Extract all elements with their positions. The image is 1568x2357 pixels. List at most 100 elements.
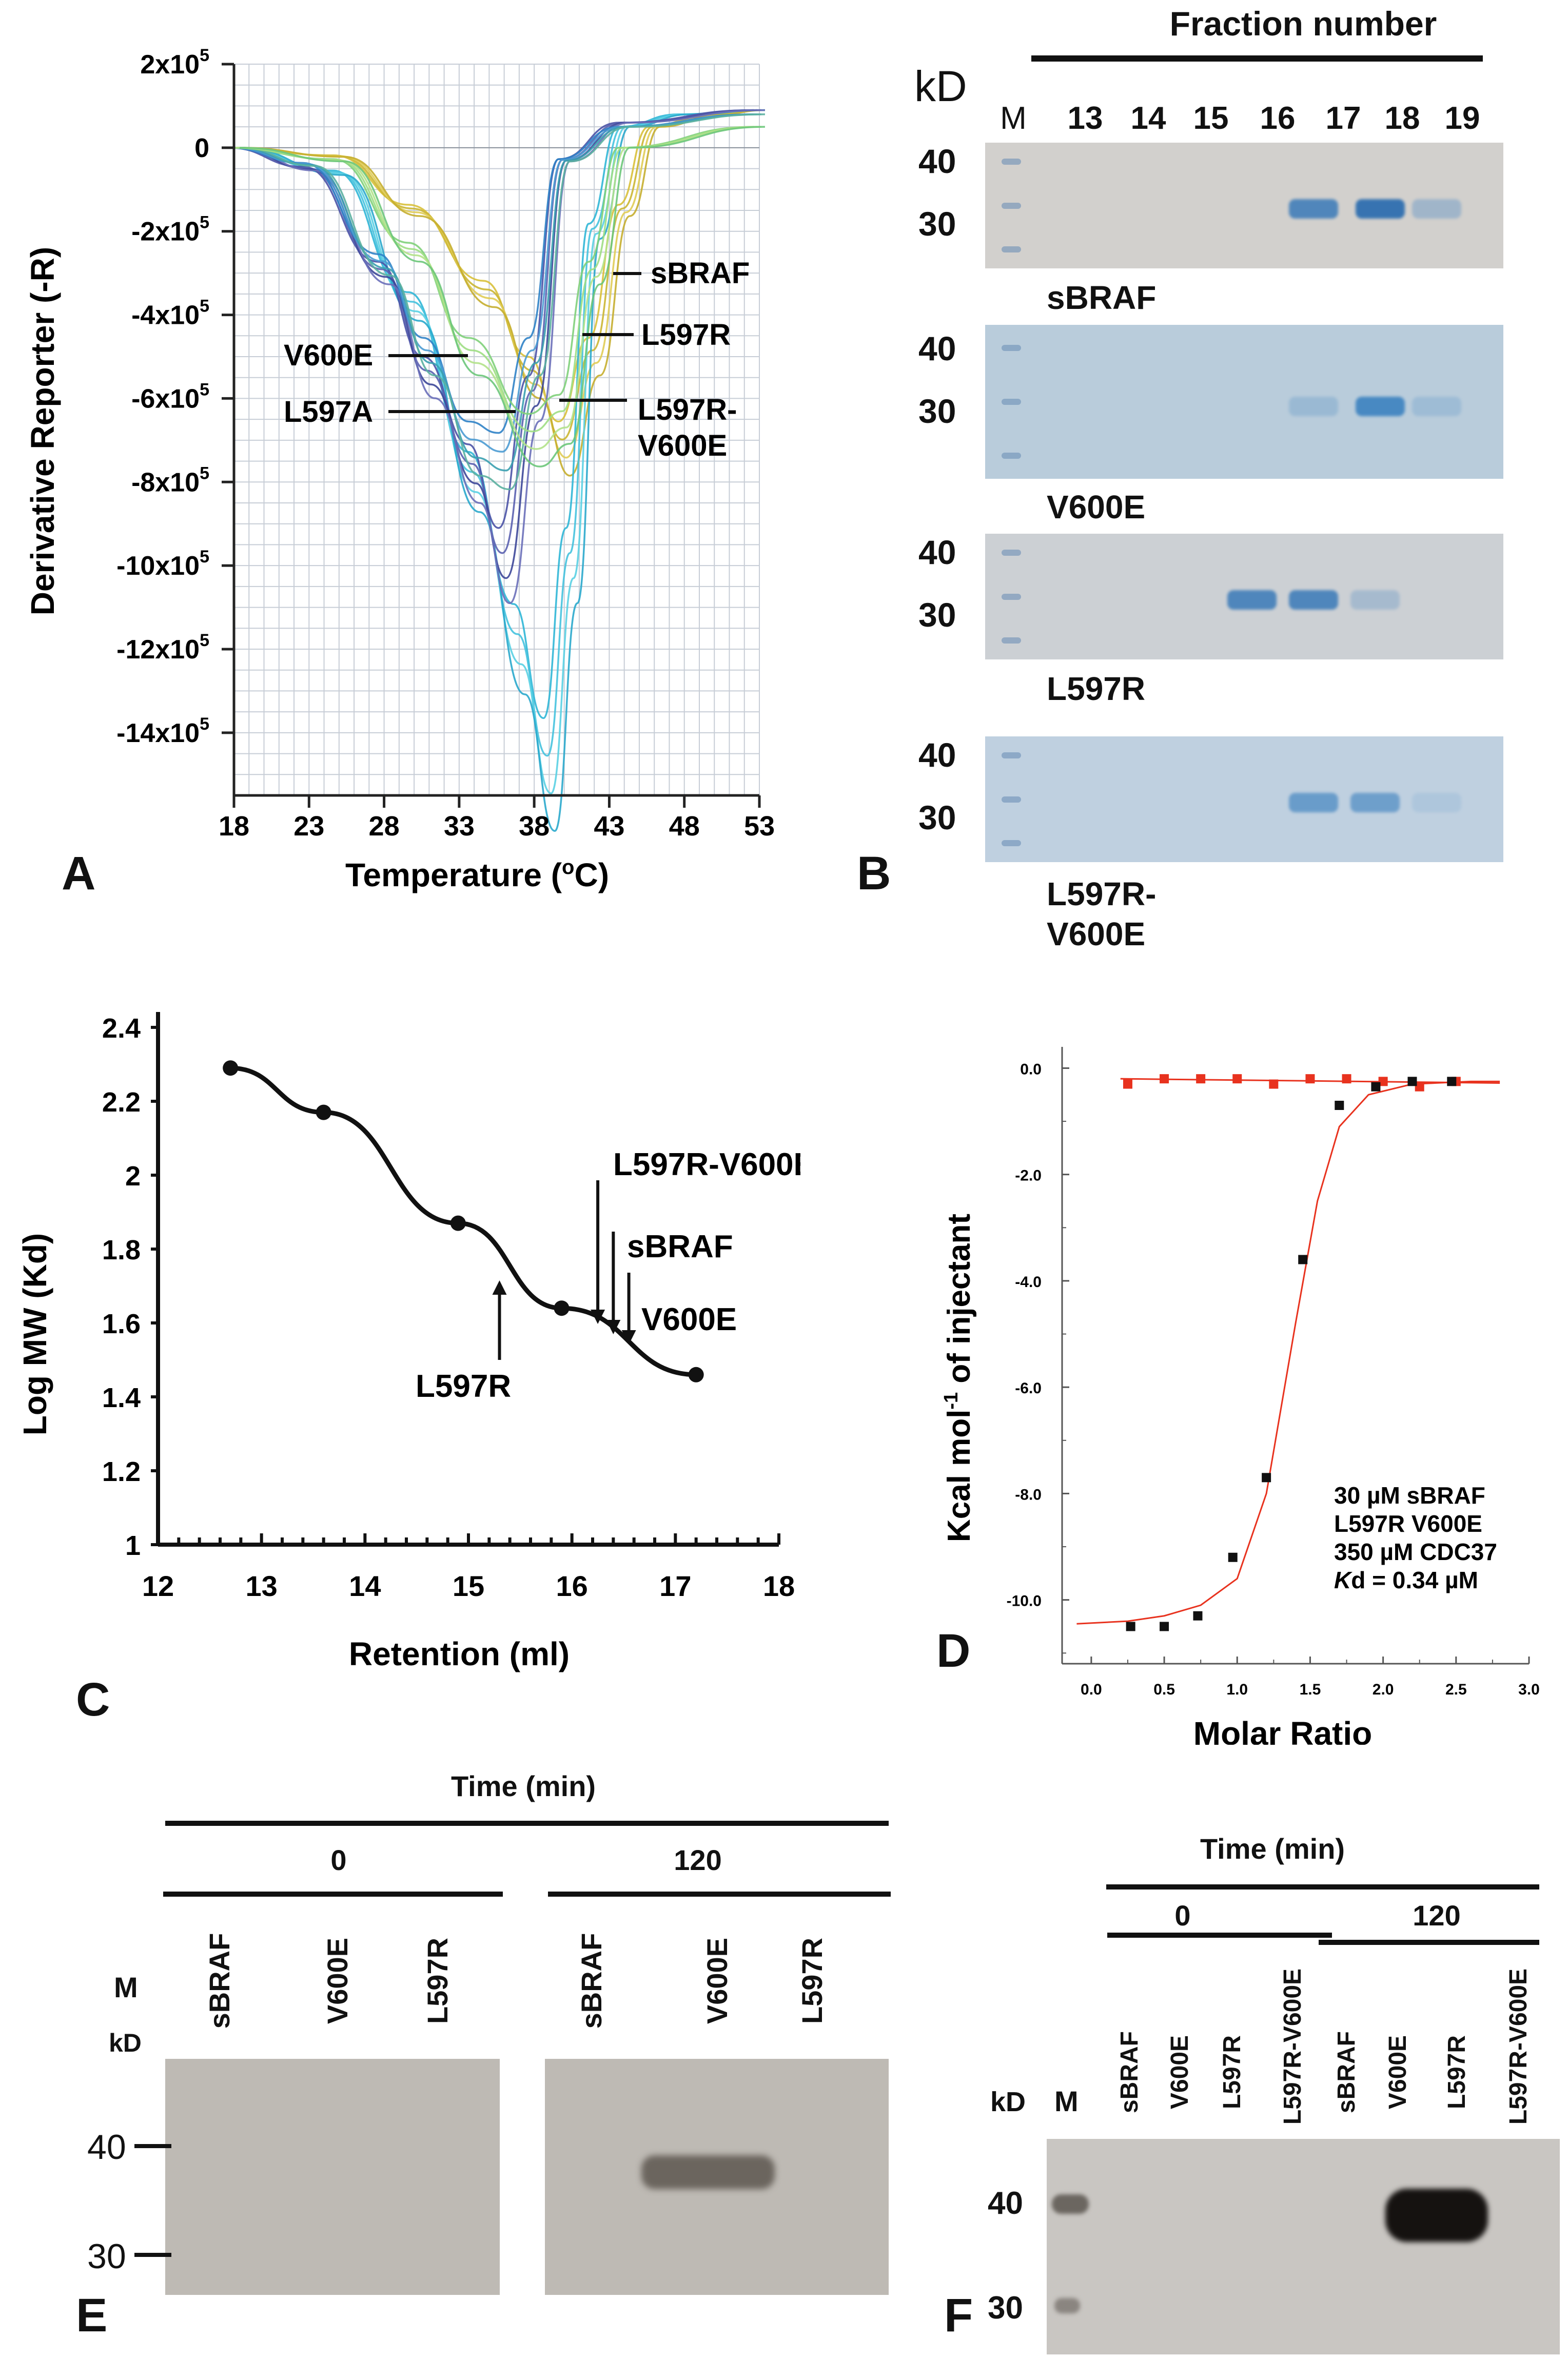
panel-letter-b: B xyxy=(857,847,891,900)
protein-band xyxy=(1412,793,1461,812)
panel-f-t0: 0 xyxy=(1174,1899,1191,1932)
annot-a-l597r-v600e-1: L597R- xyxy=(638,393,737,426)
itc-point-control xyxy=(1342,1074,1351,1084)
marker-ladder-band xyxy=(1002,345,1021,351)
panel-d-ylabel: Kcal mol-1 of injectant xyxy=(940,1214,977,1542)
y-tick-label: 1.4 xyxy=(102,1382,141,1413)
panel-e-time-line xyxy=(165,1821,889,1826)
y-tick-label: 1.8 xyxy=(102,1235,141,1265)
protein-band xyxy=(1289,793,1338,812)
protein-band xyxy=(1356,199,1405,219)
panel-e-t120: 120 xyxy=(674,1844,722,1876)
panel-letter-a: A xyxy=(62,847,96,900)
marker-label: 30 xyxy=(918,392,956,430)
annot-a-sbraf: sBRAF xyxy=(651,257,750,290)
marker-ladder-band xyxy=(1002,399,1021,405)
lane-label: L597R xyxy=(1443,2035,1471,2110)
panel-c: 1 1.2 1.4 1.6 1.8 2 2.2 2.4 12 13 14 15 16 17 18 L597R… xyxy=(0,975,815,1745)
x-tick-label: 1.0 xyxy=(1226,1681,1248,1698)
panel-c-xlabel: Retention (ml) xyxy=(349,1635,570,1672)
marker-label: 40 xyxy=(918,329,956,367)
y-tick-label: -6.0 xyxy=(1015,1380,1042,1397)
panel-f-t120: 120 xyxy=(1413,1899,1461,1932)
x-tick-label: 14 xyxy=(349,1570,381,1602)
marker-label: 30 xyxy=(918,596,956,634)
elution-arrow-head xyxy=(591,1310,605,1324)
panel-e-band-v600e xyxy=(641,2155,775,2189)
lane-label: V600E xyxy=(1384,2035,1412,2110)
marker-ladder-band xyxy=(1002,202,1021,209)
panel-f-m: M xyxy=(1054,2085,1079,2117)
marker-label: 40 xyxy=(918,533,956,571)
lane-label: V600E xyxy=(1166,2035,1193,2110)
melt-curve-l597a xyxy=(236,113,761,472)
itc-point-titration xyxy=(1407,1077,1417,1086)
panel-f-band-v600e xyxy=(1385,2189,1488,2242)
panel-c-chart: 1 1.2 1.4 1.6 1.8 2 2.2 2.4 12 13 14 15 16 17 18 L597R… xyxy=(16,1012,815,1672)
gel-b-1 xyxy=(985,325,1503,479)
gel-b-label: V600E xyxy=(1047,915,1146,952)
y-tick-label: 1.2 xyxy=(102,1456,141,1487)
x-tick-label: 18 xyxy=(763,1570,795,1602)
itc-point-control xyxy=(1378,1077,1388,1086)
lane-label: V600E xyxy=(321,1937,354,2024)
x-tick-label: 23 xyxy=(293,811,324,842)
y-tick-label: -8.0 xyxy=(1015,1486,1042,1503)
itc-point-titration xyxy=(1335,1100,1344,1110)
panel-b-header: Fraction number xyxy=(1169,5,1437,43)
panel-a-ylabel: Derivative Reporter (-R) xyxy=(24,247,61,615)
protein-band xyxy=(1289,590,1338,610)
elution-label: sBRAF xyxy=(627,1229,733,1264)
gel-b-label: V600E xyxy=(1047,489,1146,525)
panel-a-xlabel: Temperature (oC) xyxy=(345,856,609,893)
panel-a-chart: 2x105 0 -2x105 -4x105 -6x105 -8x105 -10x105 -12… xyxy=(24,46,775,893)
annot-a-v600e: V600E xyxy=(284,339,373,372)
y-tick-label: 0 xyxy=(194,133,209,163)
x-tick-label: 17 xyxy=(659,1570,691,1602)
itc-point-titration xyxy=(1193,1611,1203,1621)
elution-arrow-head xyxy=(492,1280,507,1295)
elution-label: L597R-V600E xyxy=(613,1147,800,1182)
y-tick-label: 2.4 xyxy=(102,1013,141,1044)
marker-ladder-band xyxy=(1002,453,1021,459)
lane-label: M xyxy=(1000,101,1027,136)
itc-point-control xyxy=(1123,1079,1132,1089)
x-tick-label: 2.5 xyxy=(1445,1681,1467,1698)
marker-ladder-band xyxy=(1002,246,1021,253)
lane-label: sBRAF xyxy=(1333,2031,1360,2114)
panel-letter-e: E xyxy=(76,2289,108,2342)
panel-f-t0-line xyxy=(1107,1933,1332,1938)
x-tick-label: 2.0 xyxy=(1373,1681,1394,1698)
x-tick-label: 43 xyxy=(594,811,624,842)
lane-label: 16 xyxy=(1260,101,1296,136)
lane-label: sBRAF xyxy=(203,1933,236,2029)
protein-band xyxy=(1356,397,1405,416)
panel-f-marker-band-30 xyxy=(1054,2298,1080,2313)
itc-point-titration xyxy=(1447,1077,1457,1086)
panel-d-legend-2: L597R V600E xyxy=(1334,1510,1482,1537)
x-tick-label: 15 xyxy=(453,1570,484,1602)
lane-label: L597R xyxy=(421,1937,454,2024)
y-tick-label: 2x105 xyxy=(140,46,209,80)
x-tick-label: 0.0 xyxy=(1081,1681,1102,1698)
lane-label: 18 xyxy=(1384,101,1420,136)
x-tick-label: 3.0 xyxy=(1518,1681,1540,1698)
itc-point-control xyxy=(1232,1074,1242,1084)
calibration-point xyxy=(316,1104,331,1120)
panel-e-t0-line xyxy=(163,1892,503,1897)
x-tick-label: 33 xyxy=(444,811,475,842)
annot-a-l597r: L597R xyxy=(641,318,731,352)
elution-arrow-head xyxy=(606,1320,621,1334)
panel-d-xlabel: Molar Ratio xyxy=(1193,1715,1372,1745)
y-tick-label: -14x105 xyxy=(116,714,209,748)
calibration-point xyxy=(554,1300,570,1316)
y-tick-label: -4x105 xyxy=(131,297,209,330)
y-tick-label: -10x105 xyxy=(116,547,209,581)
panel-f-kd: kD xyxy=(990,2087,1026,2117)
x-tick-label: 48 xyxy=(669,811,700,842)
protein-band xyxy=(1412,397,1461,416)
melt-curve-l597r-v600e xyxy=(236,126,761,450)
itc-point-control xyxy=(1415,1082,1424,1092)
panel-f-t120-line xyxy=(1319,1940,1539,1945)
gel-b-3 xyxy=(985,736,1503,862)
